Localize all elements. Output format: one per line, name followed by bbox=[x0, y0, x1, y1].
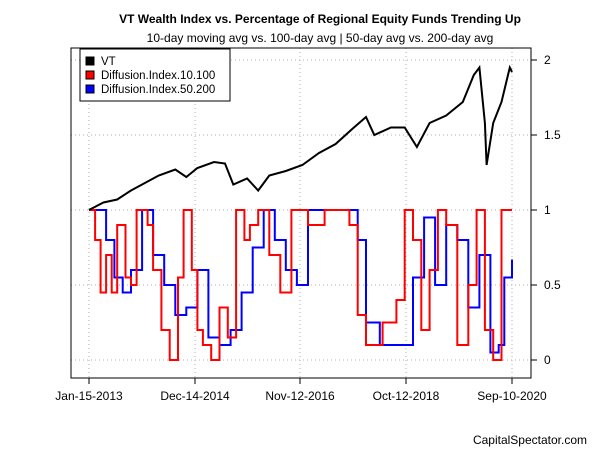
x-tick-label: Dec-14-2014 bbox=[160, 389, 230, 403]
chart-subtitle: 10-day moving avg vs. 100-day avg | 50-d… bbox=[147, 31, 494, 45]
x-tick-label: Jan-15-2013 bbox=[55, 389, 123, 403]
y-tick-label: 2 bbox=[544, 53, 551, 67]
x-tick-label: Sep-10-2020 bbox=[477, 389, 547, 403]
plot-lines bbox=[88, 64, 513, 361]
x-axis: Jan-15-2013 Dec-14-2014 Nov-12-2016 Oct-12-… bbox=[55, 378, 547, 403]
legend-label-diffusion-10-100: Diffusion.Index.10.100 bbox=[101, 70, 215, 82]
legend-swatch-diffusion-10-100 bbox=[85, 70, 95, 80]
y-tick-label: 1.5 bbox=[544, 128, 561, 142]
legend-swatch-vt bbox=[85, 56, 95, 66]
legend-label-vt: VT bbox=[101, 56, 116, 68]
x-tick-label: Oct-12-2018 bbox=[373, 389, 440, 403]
chart-title: VT Wealth Index vs. Percentage of Region… bbox=[119, 12, 521, 26]
legend: VT Diffusion.Index.10.100 Diffusion.Inde… bbox=[79, 48, 231, 102]
legend-label-diffusion-50-200: Diffusion.Index.50.200 bbox=[101, 84, 215, 96]
plot-frame bbox=[70, 47, 532, 379]
legend-swatch-diffusion-50-200 bbox=[85, 84, 95, 94]
legend-box bbox=[79, 48, 231, 102]
credit-text: CapitalSpectator.com bbox=[473, 433, 587, 447]
y-tick-label: 1 bbox=[544, 203, 551, 217]
y-tick-label: 0.5 bbox=[544, 278, 561, 292]
series-line-diffusion-index-10-100 bbox=[89, 209, 512, 361]
y-axis: 0 0.5 1 1.5 2 bbox=[531, 53, 561, 367]
x-tick-label: Nov-12-2016 bbox=[265, 389, 335, 403]
series-line-vt bbox=[88, 64, 513, 211]
y-tick-label: 0 bbox=[544, 353, 551, 367]
